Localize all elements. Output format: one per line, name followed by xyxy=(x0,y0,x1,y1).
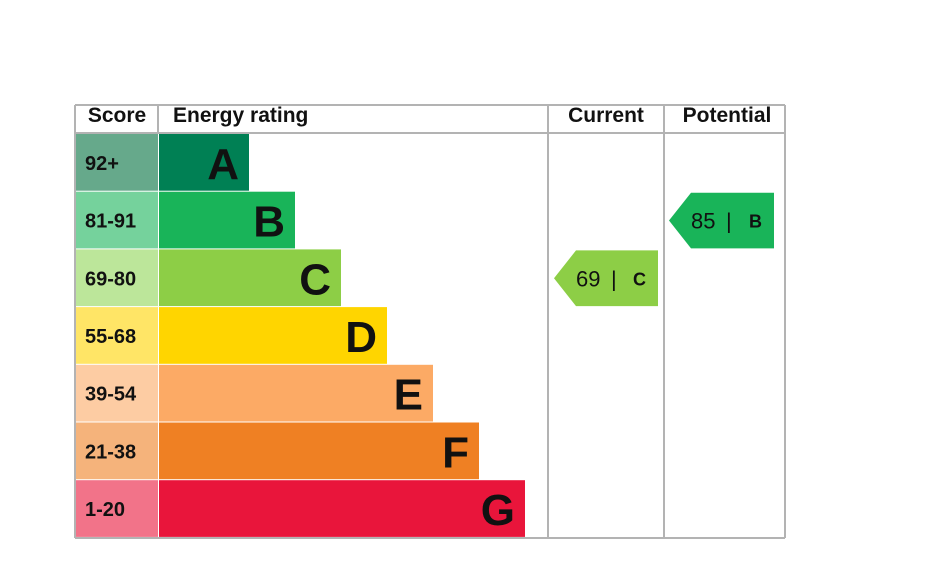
potential-value: 85 xyxy=(691,209,715,234)
current-letter: C xyxy=(633,269,646,289)
score-label-a: 92+ xyxy=(85,153,119,175)
band-letter-c: C xyxy=(299,255,331,304)
band-bar-c xyxy=(159,249,341,307)
band-letter-b: B xyxy=(253,198,285,247)
score-header: Score xyxy=(88,104,146,127)
band-letter-g: G xyxy=(481,486,515,535)
band-bar-b xyxy=(159,191,295,249)
potential-header: Potential xyxy=(683,104,772,127)
score-label-f: 21-38 xyxy=(85,441,136,463)
score-label-c: 69-80 xyxy=(85,268,136,290)
potential-pointer xyxy=(669,192,774,249)
score-cell-c xyxy=(76,249,158,307)
score-cell-f xyxy=(76,422,158,480)
current-pointer xyxy=(554,250,658,307)
score-label-d: 55-68 xyxy=(85,326,136,348)
score-cell-a xyxy=(76,134,158,191)
current-separator: | xyxy=(611,266,617,291)
band-bar-a xyxy=(159,134,249,191)
score-cell-b xyxy=(76,191,158,249)
band-letter-f: F xyxy=(442,428,469,477)
score-label-b: 81-91 xyxy=(85,211,136,233)
current-header: Current xyxy=(568,104,644,127)
band-bar-f xyxy=(159,422,479,480)
table-grid xyxy=(74,104,786,539)
rating-bands: 92+ A 81-91 B 69-80 C 55-68 D 39-54 E 21-38 F 1-20 G xyxy=(76,134,525,537)
score-label-g: 1-20 xyxy=(85,499,125,521)
band-letter-d: D xyxy=(345,313,377,362)
rating-pointers: 69 | C 85 | B xyxy=(554,192,774,307)
energy-rating-header: Energy rating xyxy=(173,104,308,127)
band-letter-a: A xyxy=(207,140,239,189)
score-cell-g xyxy=(76,480,158,537)
band-bar-g xyxy=(159,480,525,537)
potential-separator: | xyxy=(726,209,732,234)
score-cell-d xyxy=(76,307,158,364)
band-bar-e xyxy=(159,364,433,422)
band-bar-d xyxy=(159,307,387,364)
score-label-e: 39-54 xyxy=(85,384,137,406)
current-value: 69 xyxy=(576,266,600,291)
band-letter-e: E xyxy=(394,371,423,420)
score-cell-e xyxy=(76,364,158,422)
potential-letter: B xyxy=(749,212,762,232)
